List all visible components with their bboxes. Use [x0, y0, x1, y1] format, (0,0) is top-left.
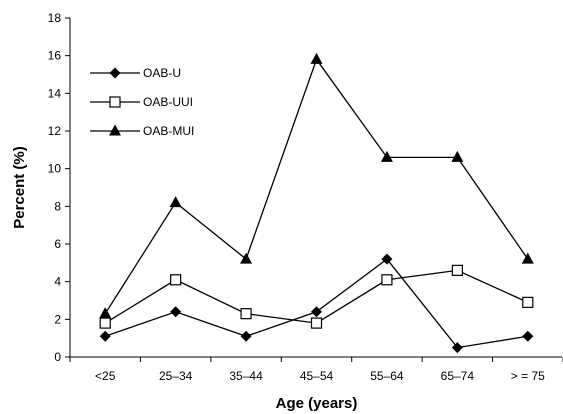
series-oab-u [99, 253, 534, 354]
data-point [170, 306, 182, 318]
data-point [99, 330, 111, 342]
data-point [240, 252, 253, 264]
legend-item-oab-mui: OAB-MUI [90, 124, 194, 138]
data-point [381, 274, 393, 286]
legend-marker [109, 67, 121, 79]
y-tick-label: 2 [54, 312, 61, 326]
axes: 0 2 4 6 8 10 12 14 16 18 <25 25–34 35–44 45–54 55–64 6… [48, 11, 563, 383]
data-point [522, 296, 534, 308]
data-point [310, 317, 323, 329]
legend-label: OAB-UUI [143, 95, 193, 109]
data-point [310, 52, 323, 64]
x-ticks: <25 25–34 35–44 45–54 55–64 65–74 > = 75 [69, 357, 563, 383]
x-tick-label: 45–54 [300, 369, 334, 383]
data-point [99, 317, 111, 329]
y-tick-label: 8 [54, 199, 61, 213]
series-oab-uui [99, 264, 534, 329]
series-layer [99, 52, 534, 354]
y-tick-label: 12 [48, 124, 62, 138]
data-point [451, 342, 463, 354]
data-point [381, 253, 393, 265]
y-tick-label: 4 [54, 275, 61, 289]
data-point [380, 150, 393, 162]
x-tick-label: > = 75 [511, 369, 545, 383]
x-tick-label: <25 [95, 369, 116, 383]
data-point [240, 330, 252, 342]
legend-label: OAB-U [143, 66, 181, 80]
x-axis-title: Age (years) [276, 395, 358, 412]
series-oab-mui [99, 52, 534, 319]
y-axis-title: Percent (%) [11, 146, 28, 229]
y-tick-label: 16 [48, 49, 62, 63]
legend-label: OAB-MUI [143, 124, 194, 138]
legend-marker [109, 96, 121, 108]
data-point [99, 307, 112, 319]
data-point [451, 264, 463, 276]
series-line [105, 258, 528, 349]
data-point [240, 308, 252, 320]
data-point [521, 252, 534, 264]
y-tick-label: 10 [48, 162, 62, 176]
x-tick-label: 55–64 [370, 369, 404, 383]
x-tick-label: 65–74 [441, 369, 475, 383]
y-ticks: 0 2 4 6 8 10 12 14 16 18 [48, 11, 70, 364]
y-tick-label: 0 [54, 350, 61, 364]
legend-marker [109, 124, 121, 136]
data-point [169, 196, 182, 208]
legend: OAB-U OAB-UUI OAB-MUI [90, 66, 194, 138]
legend-item-oab-u: OAB-U [90, 66, 181, 80]
x-tick-label: 25–34 [159, 369, 193, 383]
data-point [170, 274, 182, 286]
x-tick-label: 35–44 [229, 369, 263, 383]
data-point [451, 150, 464, 162]
y-tick-label: 6 [54, 237, 61, 251]
legend-item-oab-uui: OAB-UUI [90, 95, 193, 109]
y-tick-label: 18 [48, 11, 62, 25]
data-point [522, 330, 534, 342]
y-tick-label: 14 [48, 86, 62, 100]
data-point [311, 306, 322, 318]
